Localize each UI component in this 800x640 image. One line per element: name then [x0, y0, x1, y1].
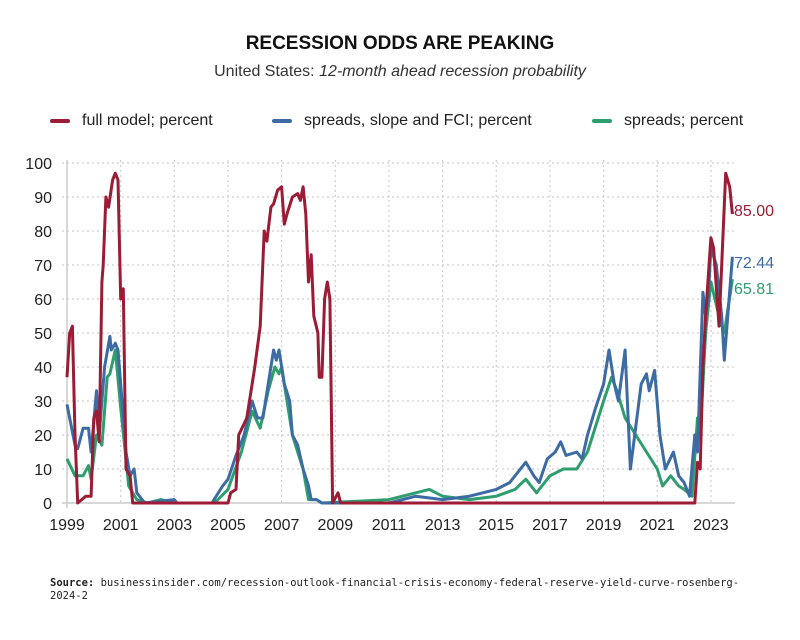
x-tick-label: 2001: [103, 517, 139, 534]
legend-label: full model; percent: [82, 112, 213, 129]
y-tick-label: 30: [34, 394, 52, 411]
y-tick-label: 50: [34, 326, 52, 343]
end-value-label: 72.44: [734, 255, 774, 272]
x-tick-label: 2021: [639, 517, 675, 534]
x-tick-label: 2017: [532, 517, 568, 534]
y-tick-label: 70: [34, 258, 52, 275]
x-tick-label: 2013: [425, 517, 461, 534]
x-tick-label: 2007: [264, 517, 300, 534]
source-label: Source:: [50, 577, 95, 589]
y-tick-label: 10: [34, 462, 52, 479]
end-value-label: 65.81: [734, 281, 774, 298]
source-note: Source: businessinsider.com/recession-ou…: [50, 577, 770, 603]
legend-label: spreads; percent: [624, 112, 744, 129]
y-tick-label: 0: [43, 496, 52, 513]
y-tick-label: 60: [34, 292, 52, 309]
subtitle-prefix: United States:: [214, 63, 320, 80]
legend-label: spreads, slope and FCI; percent: [304, 112, 532, 129]
chart-subtitle: United States: 12-month ahead recession …: [0, 63, 800, 81]
x-tick-label: 1999: [49, 517, 85, 534]
y-tick-label: 90: [34, 190, 52, 207]
source-text: businessinsider.com/recession-outlook-fi…: [50, 577, 740, 602]
legend-swatch: [272, 119, 292, 123]
legend-swatch: [50, 119, 70, 123]
y-tick-label: 20: [34, 428, 52, 445]
legend-item-spreads: spreads; percent: [592, 112, 743, 130]
y-tick-label: 100: [25, 156, 52, 173]
end-value-label: 85.00: [734, 203, 774, 220]
legend-item-spreads-slope-fci: spreads, slope and FCI; percent: [272, 112, 532, 130]
x-tick-label: 2015: [478, 517, 514, 534]
x-tick-label: 2019: [586, 517, 622, 534]
x-tick-label: 2023: [693, 517, 729, 534]
chart-title: RECESSION ODDS ARE PEAKING: [245, 33, 555, 54]
x-tick-label: 2011: [372, 517, 407, 534]
series-line-1: [65, 246, 734, 505]
legend-swatch: [592, 119, 612, 123]
legend-item-full-model: full model; percent: [50, 112, 213, 130]
subtitle-italic: 12-month ahead recession probability: [319, 63, 586, 80]
y-tick-label: 40: [34, 360, 52, 377]
x-tick-label: 2003: [157, 517, 193, 534]
series-line-0: [65, 171, 734, 505]
x-tick-label: 2005: [210, 517, 246, 534]
x-tick-label: 2009: [318, 517, 354, 534]
y-tick-label: 80: [34, 224, 52, 241]
